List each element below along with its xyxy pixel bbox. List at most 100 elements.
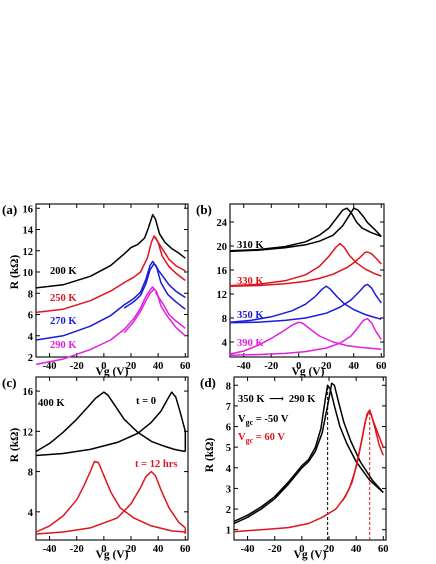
b-label-330k: 330 K: [237, 276, 264, 287]
series-line-b-2-1: [229, 283, 382, 324]
d-vgc1-v: V: [238, 414, 246, 425]
panel-c: -40 -20 0 20 40 60 4 8 12 16: [23, 376, 191, 555]
panel-a: -40 -20 0 20 40 60 2 4 6 8 10 12 14 16: [23, 203, 191, 372]
series-line-c-1-1: [35, 470, 187, 535]
series-line-b-0-1: [229, 207, 382, 253]
plot-frame-a: [35, 203, 189, 358]
x-tick-label-b: -20: [264, 361, 278, 372]
b-xlabel: Vg (V): [292, 366, 325, 378]
y-tick-label-d: 1: [226, 526, 231, 537]
x-tick-label-c: -20: [70, 544, 84, 555]
series-line-a-3-2: [154, 291, 186, 329]
x-tick-label-b: 40: [349, 361, 360, 372]
plot-frame-b: [229, 203, 385, 358]
y-tick-label-b: 24: [217, 218, 228, 229]
y-tick-label-a: 4: [28, 332, 34, 343]
series-line-a-1-1: [154, 236, 186, 272]
series-line-d-1-0: [233, 409, 384, 533]
d-vgc2-val: = 60 V: [253, 432, 285, 443]
series-line-c-0-1: [35, 391, 187, 457]
series-line-b-2-0: [229, 285, 382, 323]
series-line-b-0-0: [229, 207, 382, 252]
x-tick-label-c: 0: [101, 544, 106, 555]
c-xlabel: Vg (V): [96, 549, 129, 561]
y-tick-label-d: 4: [226, 464, 232, 475]
d-label-title: 350 K ⟶ 290 K: [238, 394, 316, 405]
b-label-350k: 350 K: [237, 310, 264, 321]
d-xlabel: Vg (V): [294, 549, 327, 561]
c-label-t12: t = 12 hrs: [135, 459, 177, 470]
y-tick-label-c: 4: [28, 508, 34, 519]
x-tick-label-a: 60: [180, 361, 191, 372]
y-tick-label-d: 2: [226, 505, 231, 516]
series-line-a-3-1: [123, 288, 155, 334]
series-line-a-2-2: [154, 264, 186, 299]
y-tick-label-b: 20: [217, 242, 228, 253]
d-vgc2-sub: gc: [246, 436, 254, 445]
panel-b: -40 -20 0 20 40 60 4 8 12 16 20 24: [217, 203, 387, 372]
a-label-290k: 290 K: [50, 340, 77, 351]
y-tick-label-d: 7: [226, 402, 231, 413]
a-ylabel: R (kΩ): [9, 255, 21, 290]
x-tick-label-c: 20: [126, 544, 137, 555]
y-tick-label-b: 16: [217, 266, 228, 277]
x-tick-label-d: -20: [268, 544, 282, 555]
series-line-a-3-0: [35, 286, 186, 366]
y-tick-label-a: 14: [23, 226, 34, 237]
y-tick-label-c: 8: [28, 468, 33, 479]
series-line-b-1-1: [229, 251, 382, 287]
a-label-200k: 200 K: [50, 266, 77, 277]
y-tick-label-c: 12: [23, 427, 34, 438]
b-label-310k: 310 K: [237, 240, 264, 251]
d-ylabel: R (kΩ): [204, 438, 216, 473]
series-line-b-1-0: [229, 242, 382, 287]
b-label-390k: 390 K: [237, 338, 264, 349]
series-line-a-2-1: [123, 263, 155, 309]
x-tick-label-d: 0: [299, 544, 304, 555]
x-tick-label-c: 60: [180, 544, 191, 555]
d-title-arrow: ⟶: [269, 394, 284, 405]
x-tick-label-b: 60: [376, 361, 387, 372]
d-label-vgc2: Vgc = 60 V: [238, 432, 285, 445]
d-label-vgc1: Vgc = -50 V: [238, 414, 289, 427]
series-line-d-0-0: [233, 384, 384, 523]
panel-letter-c: (c): [2, 375, 16, 390]
c-label-400k: 400 K: [38, 398, 65, 409]
x-tick-label-a: 40: [153, 361, 164, 372]
y-tick-label-d: 3: [226, 484, 231, 495]
x-tick-label-a: 20: [126, 361, 137, 372]
y-tick-label-a: 8: [28, 289, 33, 300]
series-line-d-1-1: [341, 411, 384, 502]
d-vgc1-sub: gc: [246, 418, 254, 427]
y-tick-label-d: 8: [226, 381, 231, 392]
a-label-270k: 270 K: [50, 316, 77, 327]
d-title-left: 350 K: [238, 394, 265, 405]
a-xlabel: Vg (V): [96, 366, 129, 378]
y-tick-label-a: 6: [28, 311, 33, 322]
d-vgc1-val: = -50 V: [253, 414, 289, 425]
x-tick-label-c: 40: [153, 544, 164, 555]
y-tick-label-a: 2: [28, 353, 33, 364]
y-tick-label-b: 4: [222, 338, 228, 349]
plot-frame-c: [35, 376, 189, 541]
x-tick-label-b: 0: [296, 361, 301, 372]
x-tick-label-b: -40: [237, 361, 251, 372]
series-line-b-3-0: [229, 321, 382, 355]
c-label-t0: t = 0: [136, 396, 156, 407]
x-tick-label-c: -40: [43, 544, 57, 555]
series-line-c-1-0: [35, 460, 186, 533]
series-line-c-0-0: [35, 391, 186, 453]
x-tick-label-d: 20: [324, 544, 335, 555]
y-tick-label-b: 12: [217, 290, 228, 301]
series-line-b-3-1: [229, 317, 382, 356]
plot-frame-d: [233, 376, 387, 541]
series-line-d-0-1: [233, 382, 384, 525]
x-tick-label-b: 20: [321, 361, 332, 372]
y-tick-label-a: 10: [23, 268, 34, 279]
y-tick-label-d: 6: [226, 423, 231, 434]
panel-letter-a: (a): [2, 202, 17, 217]
c-ylabel: R (kΩ): [9, 428, 21, 463]
x-tick-label-d: -40: [241, 544, 255, 555]
d-title-right: 290 K: [289, 394, 316, 405]
x-tick-label-a: -20: [70, 361, 84, 372]
